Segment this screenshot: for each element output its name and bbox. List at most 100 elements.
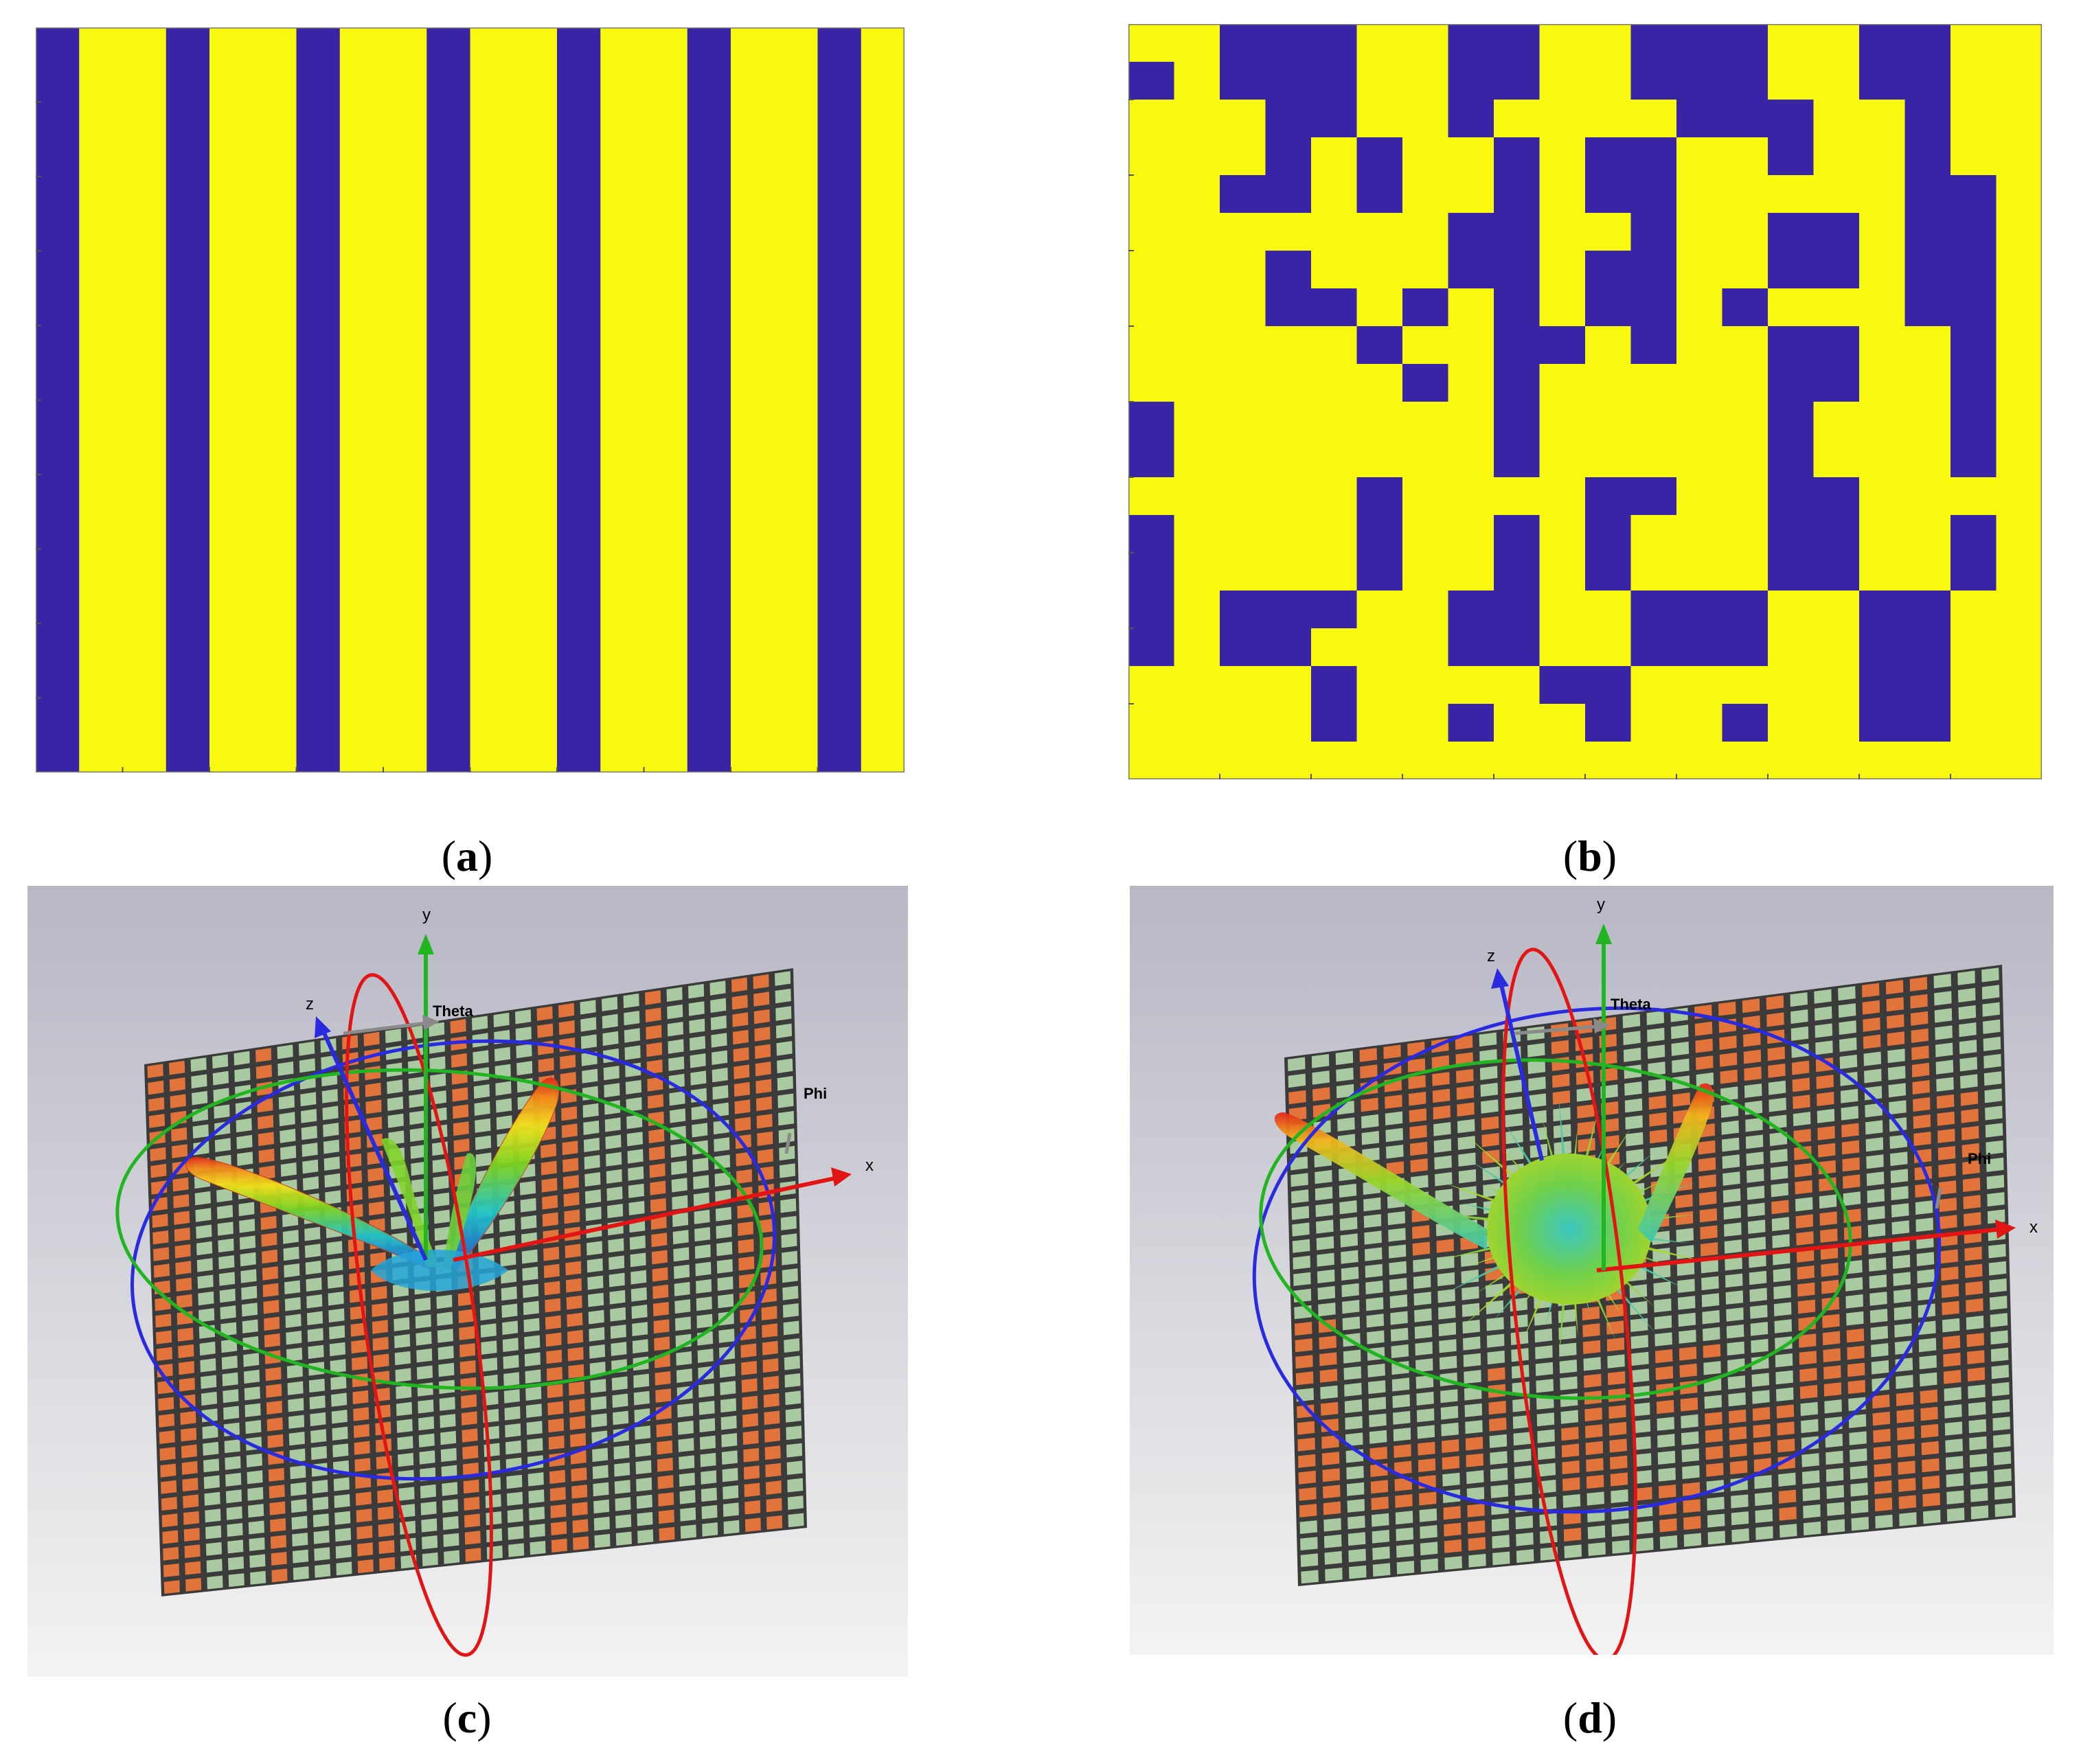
coding-cell xyxy=(1585,24,1631,62)
unit-cell xyxy=(1458,1152,1476,1167)
coding-cell xyxy=(1128,666,1174,705)
unit-cell xyxy=(1750,1305,1768,1319)
unit-cell xyxy=(441,1465,457,1479)
unit-cell xyxy=(453,1121,469,1136)
unit-cell xyxy=(1747,1202,1765,1217)
unit-cell xyxy=(1336,1067,1354,1082)
unit-cell xyxy=(1457,1119,1475,1134)
unit-cell xyxy=(1681,1414,1698,1429)
unit-cell xyxy=(1633,1453,1652,1467)
unit-cell xyxy=(1937,1111,1955,1126)
unit-cell xyxy=(1465,1420,1483,1434)
unit-cell xyxy=(1466,1487,1485,1501)
unit-cell xyxy=(293,1549,309,1563)
unit-cell xyxy=(1414,1308,1432,1322)
caption-c: (c) xyxy=(442,1693,492,1742)
unit-cell xyxy=(1891,1186,1909,1201)
unit-cell xyxy=(1534,1311,1552,1326)
coding-cell xyxy=(1904,364,1951,402)
coding-cell xyxy=(1494,402,1540,440)
coding-cell xyxy=(1630,742,1677,780)
coding-cell xyxy=(1813,326,1860,365)
unit-cell xyxy=(1994,1468,2012,1483)
unit-cell xyxy=(1288,1090,1306,1105)
unit-cell xyxy=(411,1178,428,1193)
unit-cell xyxy=(1337,1117,1355,1132)
unit-cell xyxy=(475,1118,491,1133)
unit-cell xyxy=(1698,1140,1716,1155)
coding-cell xyxy=(1174,288,1220,327)
unit-cell xyxy=(334,1494,350,1509)
unit-cell xyxy=(1801,1436,1819,1450)
unit-cell xyxy=(1993,1451,2012,1465)
unit-cell xyxy=(699,1435,716,1450)
unit-cell xyxy=(652,1302,669,1316)
coding-cell xyxy=(1311,213,1357,251)
unit-cell xyxy=(674,1264,690,1279)
unit-cell xyxy=(1631,1351,1649,1366)
unit-cell xyxy=(741,1378,758,1393)
unit-cell xyxy=(1457,1136,1476,1150)
coding-cell xyxy=(1265,251,1312,289)
unit-cell xyxy=(1503,1062,1522,1077)
unit-cell xyxy=(1800,1401,1818,1417)
coding-cell xyxy=(1585,515,1631,553)
unit-cell xyxy=(1820,1228,1838,1243)
unit-cell xyxy=(1723,1205,1741,1220)
coding-cell xyxy=(1174,213,1220,251)
unit-cell xyxy=(742,1395,758,1410)
unit-cell xyxy=(525,1386,542,1401)
unit-cell xyxy=(1863,1017,1880,1032)
unit-cell xyxy=(755,1079,772,1094)
unit-cell xyxy=(396,1419,413,1433)
unit-cell xyxy=(1822,1314,1840,1329)
unit-cell xyxy=(692,1123,708,1138)
coding-cell xyxy=(1951,100,1997,138)
unit-cell xyxy=(444,1550,460,1564)
unit-cell xyxy=(1969,1453,1988,1468)
metasurface-board-d xyxy=(1284,965,2016,1586)
unit-cell xyxy=(436,1294,453,1309)
unit-cell xyxy=(332,1443,349,1458)
unit-cell xyxy=(573,1536,589,1550)
coding-cell xyxy=(1539,553,1586,591)
unit-cell xyxy=(657,1475,674,1489)
coding-cell xyxy=(1220,742,1266,780)
unit-cell xyxy=(153,1263,170,1278)
coding-cell xyxy=(1859,251,1905,289)
unit-cell xyxy=(1316,1236,1334,1250)
unit-cell xyxy=(1325,1568,1343,1581)
coding-cell xyxy=(1539,402,1586,440)
unit-cell xyxy=(1802,1487,1821,1502)
unit-cell xyxy=(1939,1198,1957,1213)
unit-cell xyxy=(1315,1203,1333,1217)
unit-cell xyxy=(288,1414,305,1429)
unit-cell xyxy=(672,1230,689,1245)
unit-cell xyxy=(1986,1140,2003,1155)
unit-cell xyxy=(508,1526,524,1540)
unit-cell xyxy=(1578,1138,1595,1152)
coding-cell xyxy=(1174,553,1220,591)
unit-cell xyxy=(486,1511,502,1526)
unit-cell xyxy=(1722,1154,1740,1169)
unit-cell xyxy=(1320,1401,1339,1416)
coding-cell xyxy=(1356,62,1403,100)
unit-cell xyxy=(1347,1515,1365,1530)
unit-cell xyxy=(542,1212,558,1227)
unit-cell xyxy=(175,1261,192,1275)
unit-cell xyxy=(637,1529,654,1544)
unit-cell xyxy=(562,1158,579,1173)
unit-cell xyxy=(474,1101,490,1116)
unit-cell xyxy=(1513,1432,1531,1446)
unit-cell xyxy=(1419,1508,1437,1522)
unit-cell xyxy=(1897,1426,1915,1441)
unit-cell xyxy=(1913,1132,1931,1146)
unit-cell xyxy=(1769,1097,1786,1112)
unit-cell xyxy=(1460,1252,1479,1267)
unit-cell xyxy=(1291,1189,1309,1204)
unit-cell xyxy=(331,1410,348,1424)
unit-cell xyxy=(1432,1088,1451,1103)
theta-arrow xyxy=(343,1021,427,1035)
unit-cell xyxy=(1894,1323,1912,1338)
unit-cell xyxy=(1920,1423,1939,1439)
